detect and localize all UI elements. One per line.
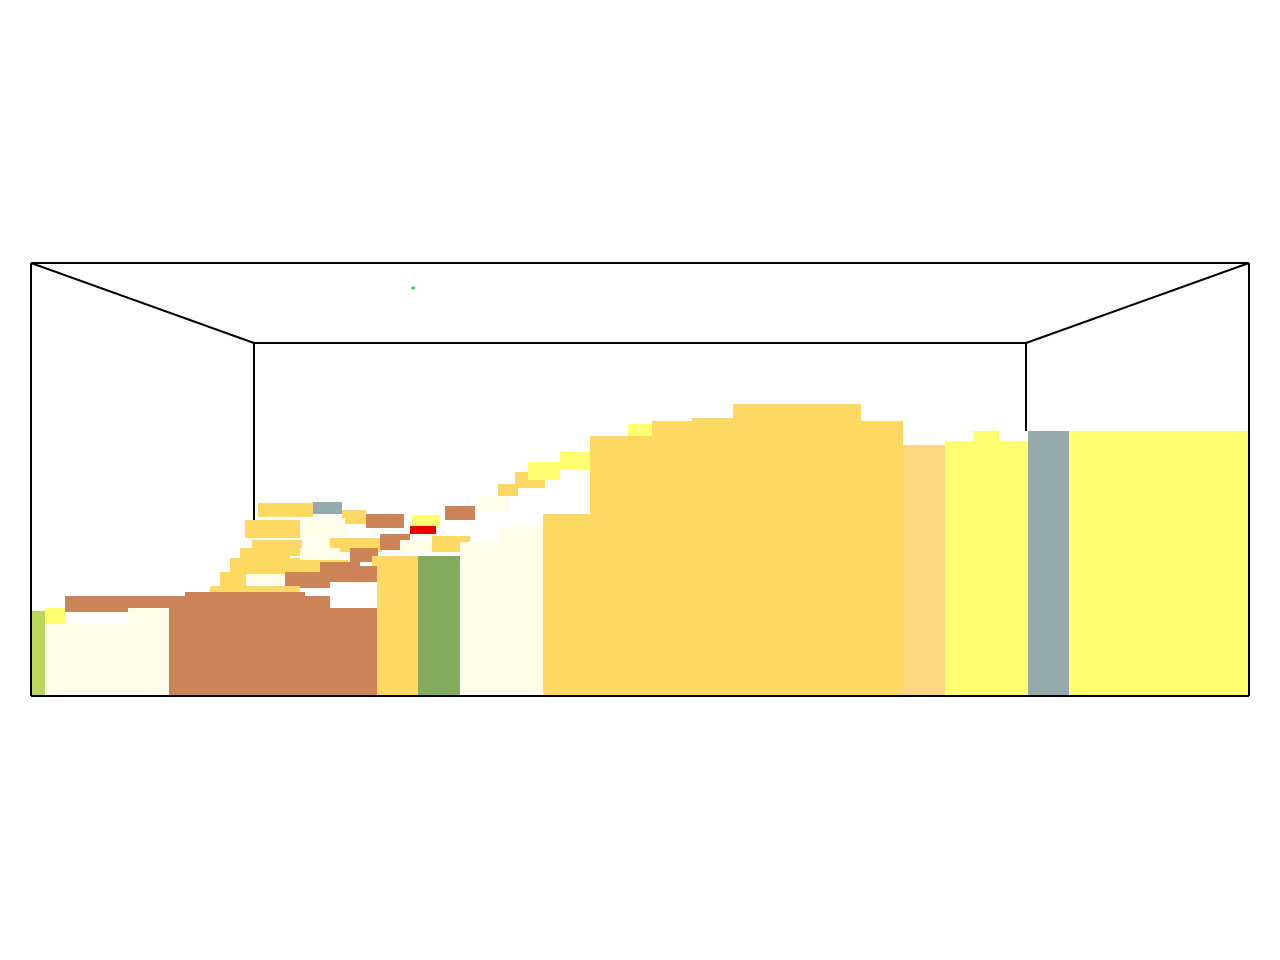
terrain-block <box>500 527 544 547</box>
terrain-block <box>903 445 946 696</box>
terrain-block <box>372 556 422 568</box>
terrain-block <box>128 608 170 624</box>
frame-edge <box>30 262 255 344</box>
terrain-block <box>285 572 330 588</box>
terrain-block <box>528 462 560 480</box>
frame-edge <box>1025 262 1250 344</box>
terrain-block <box>1028 431 1069 696</box>
terrain-block <box>169 608 378 696</box>
terrain-block <box>313 502 342 514</box>
terrain-block <box>366 514 404 528</box>
terrain-block <box>1069 431 1249 696</box>
terrain-block <box>543 514 903 696</box>
terrain-block <box>410 526 436 534</box>
terrain-block <box>185 592 305 610</box>
terrain-block <box>245 520 305 538</box>
terrain-block <box>45 624 169 696</box>
terrain-block <box>400 540 440 552</box>
terrain-block <box>860 431 903 451</box>
terrain-block <box>945 445 1028 696</box>
terrain-block <box>342 510 366 524</box>
terrain-block <box>560 452 592 470</box>
terrain-block <box>230 558 300 576</box>
terrain-block <box>377 566 419 696</box>
terrain-block <box>733 404 861 434</box>
green-marker-dot <box>411 286 415 290</box>
terrain-block <box>350 548 378 562</box>
terrain-block <box>31 611 45 696</box>
terrain-block <box>258 503 313 517</box>
terrain-block <box>460 542 544 696</box>
front-terrain-blocks <box>31 404 1249 696</box>
bounding-box-frame <box>30 262 1250 697</box>
terrain-block <box>498 484 518 496</box>
terrain-block <box>477 496 509 512</box>
terrain-block <box>418 556 460 696</box>
terrain-block <box>412 515 440 527</box>
terrain-block <box>445 506 475 520</box>
terrain-block <box>330 566 380 582</box>
